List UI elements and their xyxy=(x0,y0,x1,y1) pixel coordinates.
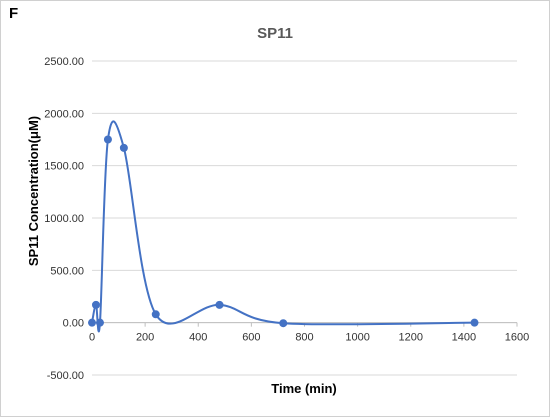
x-tick-label: 0 xyxy=(89,332,95,344)
data-point xyxy=(470,318,479,327)
y-tick-label: 1000.00 xyxy=(44,213,84,225)
grid-lines xyxy=(91,60,518,376)
series-group xyxy=(88,120,479,333)
data-point xyxy=(279,319,288,328)
y-tick-label: 2500.00 xyxy=(44,56,84,68)
y-tick-label: 500.00 xyxy=(50,265,84,277)
x-tick-label: 1400 xyxy=(452,332,476,344)
x-tick-label: 600 xyxy=(242,332,260,344)
data-point xyxy=(91,300,100,309)
data-point xyxy=(95,318,104,327)
x-tick-labels: 0 200 400 600 800 1000 1200 1400 1600 xyxy=(89,332,529,344)
data-point xyxy=(119,143,128,152)
x-tick-label: 1600 xyxy=(505,332,529,344)
x-tick-label: 800 xyxy=(295,332,313,344)
x-tick-label: 1000 xyxy=(345,332,369,344)
panel-label: F xyxy=(9,5,19,22)
chart-title: SP11 xyxy=(257,25,293,42)
y-axis-label: SP11 Concentration(μM) xyxy=(26,116,41,266)
data-point xyxy=(88,318,96,327)
data-point xyxy=(215,300,224,309)
y-tick-label: 0.00 xyxy=(63,318,84,330)
y-tick-label: 1500.00 xyxy=(44,161,84,173)
y-tick-label: -500.00 xyxy=(47,370,84,382)
y-tick-label: 2000.00 xyxy=(44,108,84,120)
data-point xyxy=(151,310,160,319)
series-line xyxy=(91,120,475,333)
x-axis-label: Time (min) xyxy=(271,381,337,396)
x-tick-label: 400 xyxy=(189,332,207,344)
data-point xyxy=(103,135,112,144)
x-tick-label: 1200 xyxy=(399,332,423,344)
x-tick-label: 200 xyxy=(136,332,154,344)
y-tick-labels: -500.00 0.00 500.00 1000.00 1500.00 2000.00 25… xyxy=(44,56,84,382)
